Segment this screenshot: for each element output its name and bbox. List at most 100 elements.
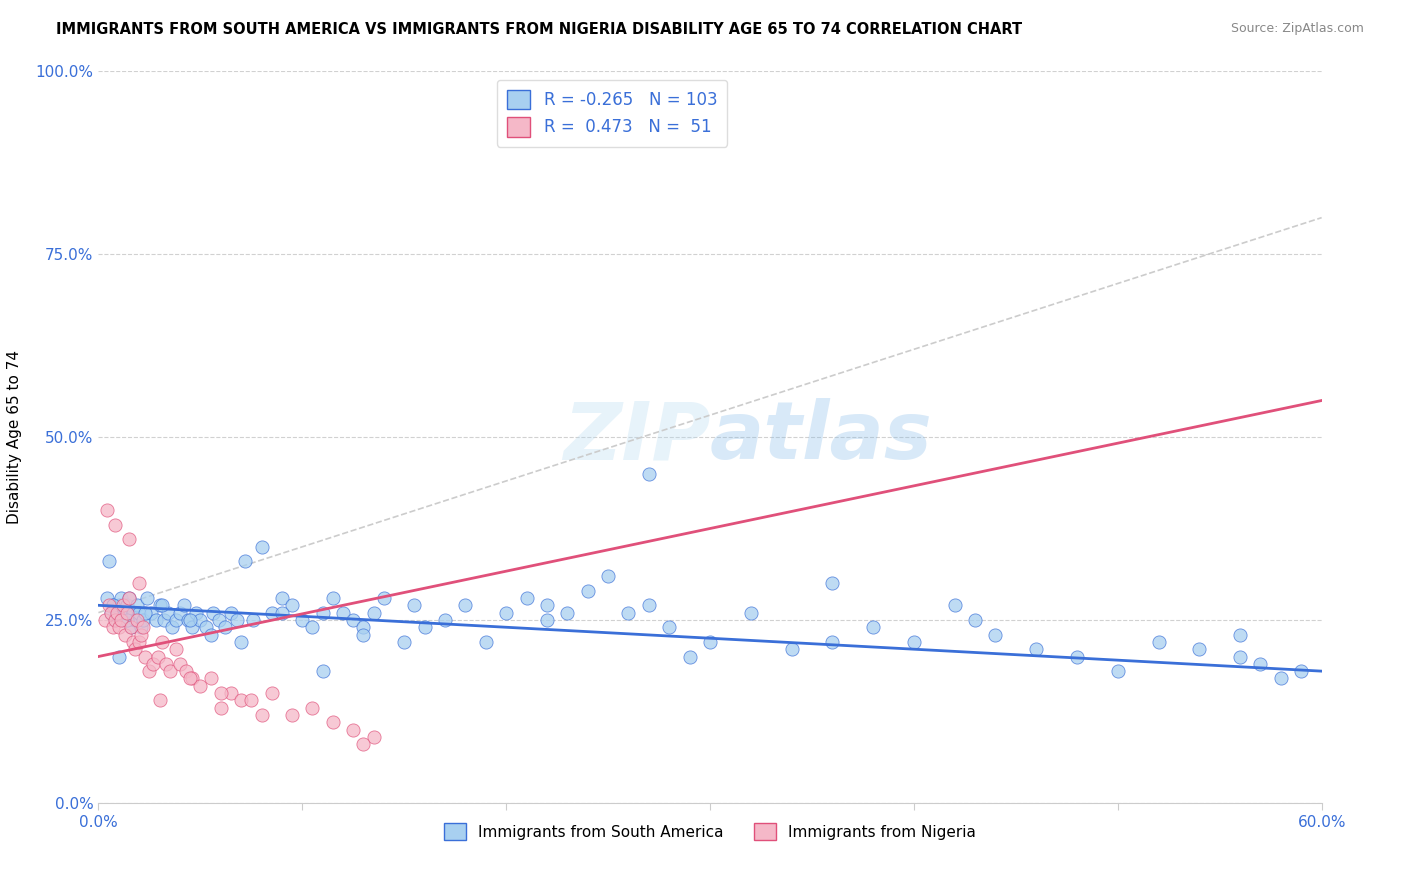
Point [363,730,385,744]
Point [208,613,231,627]
Point [114,627,136,641]
Point [679,649,702,664]
Point [108,649,131,664]
Point [291,613,314,627]
Point [111,599,134,613]
Point [233,554,256,568]
Point [433,613,456,627]
Point [943,599,966,613]
Point [141,606,163,620]
Point [179,613,201,627]
Point [1025,642,1047,657]
Point [142,657,165,671]
Point [104,613,127,627]
Point [231,635,253,649]
Point [177,613,200,627]
Point [127,599,149,613]
Point [136,591,159,605]
Point [301,620,323,634]
Point [1229,627,1251,641]
Point [342,723,364,737]
Point [134,649,156,664]
Point [250,540,273,554]
Point [188,679,212,693]
Point [108,620,131,634]
Point [128,606,150,620]
Point [110,591,132,605]
Point [322,715,344,730]
Point [149,693,172,707]
Point [474,635,498,649]
Point [159,664,181,678]
Point [260,686,283,700]
Point [240,693,263,707]
Point [169,657,191,671]
Point [242,613,264,627]
Point [219,606,242,620]
Point [128,635,150,649]
Point [118,533,141,547]
Point [281,599,304,613]
Point [174,664,197,678]
Point [165,613,187,627]
Point [516,591,538,605]
Point [555,606,579,620]
Point [173,599,195,613]
Point [155,657,177,671]
Point [281,708,304,723]
Point [209,686,232,700]
Point [536,613,558,627]
Point [780,642,803,657]
Point [740,606,762,620]
Point [576,583,599,598]
Point [352,627,374,641]
Point [181,672,204,686]
Point [122,606,145,620]
Point [596,569,619,583]
Point [115,613,138,627]
Point [150,635,173,649]
Point [118,591,141,605]
Point [115,599,138,613]
Point [104,613,127,627]
Point [1188,642,1211,657]
Point [342,613,364,627]
Point [373,591,395,605]
Point [100,606,122,620]
Point [138,664,160,678]
Point [188,613,212,627]
Point [101,599,124,613]
Point [146,649,169,664]
Point [404,599,426,613]
Point [152,613,174,627]
Point [165,642,187,657]
Point [903,635,925,649]
Point [132,620,155,634]
Point [122,635,145,649]
Point [413,620,436,634]
Point [250,708,273,723]
Point [352,737,374,751]
Point [270,591,294,605]
Point [120,620,142,634]
Point [270,606,294,620]
Point [637,599,661,613]
Point [201,606,224,620]
Point [332,606,354,620]
Point [984,627,1007,641]
Point [301,700,323,714]
Point [118,591,141,605]
Point [536,599,558,613]
Point [392,635,416,649]
Point [862,620,884,634]
Point [150,599,173,613]
Point [169,606,191,620]
Point [699,635,721,649]
Point [132,613,155,627]
Point [352,620,374,634]
Point [114,606,136,620]
Point [821,635,844,649]
Point [312,606,335,620]
Y-axis label: Disability Age 65 to 74: Disability Age 65 to 74 [7,350,21,524]
Point [214,620,236,634]
